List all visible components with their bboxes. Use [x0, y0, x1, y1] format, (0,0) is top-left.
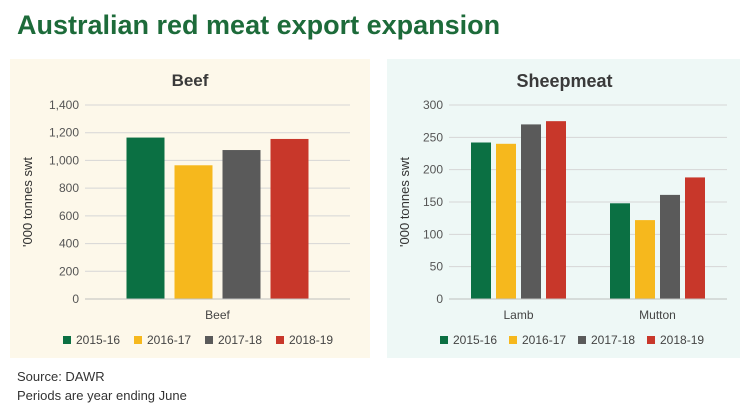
y-tick-label: 250 [423, 130, 443, 144]
legend-swatch-2016-17 [134, 336, 142, 344]
bar-lamb-2018-19 [546, 121, 566, 299]
sheepmeat-chart-title: Sheepmeat [516, 71, 613, 91]
legend-label-2018-19: 2018-19 [660, 333, 704, 347]
legend-swatch-2017-18 [578, 336, 586, 344]
legend-label-2015-16: 2015-16 [76, 333, 120, 347]
bar-mutton-2018-19 [685, 177, 705, 299]
legend-label-2017-18: 2017-18 [591, 333, 635, 347]
legend-label-2016-17: 2016-17 [147, 333, 191, 347]
source-text: Source: DAWR [17, 369, 105, 384]
legend-swatch-2016-17 [509, 336, 517, 344]
y-tick-label: 200 [59, 264, 79, 278]
y-tick-label: 1,000 [49, 153, 79, 167]
legend-label-2018-19: 2018-19 [289, 333, 333, 347]
beef-chart: 0 200 400 600 800 1,000 1,200 1,400 '000 tonnes … [20, 98, 350, 347]
legend-swatch-2017-18 [205, 336, 213, 344]
x-tick-label: Mutton [639, 308, 676, 322]
y-axis-title: '000 tonnes swt [20, 157, 35, 247]
y-tick-label: 800 [59, 181, 79, 195]
legend-swatch-2018-19 [276, 336, 284, 344]
bar-lamb-2016-17 [496, 143, 516, 299]
sheepmeat-chart: 0 50 100 150 200 250 300 '000 tonnes swt Lamb Mut… [397, 98, 727, 347]
y-axis-title: '000 tonnes swt [397, 157, 412, 247]
y-tick-label: 100 [423, 227, 443, 241]
bar-beef-2018-19 [270, 138, 309, 299]
beef-chart-title: Beef [171, 71, 209, 90]
y-tick-label: 0 [436, 292, 443, 306]
legend-swatch-2018-19 [647, 336, 655, 344]
bar-lamb-2015-16 [471, 142, 491, 299]
y-tick-label: 150 [423, 195, 443, 209]
y-tick-label: 0 [72, 292, 79, 306]
y-tick-label: 600 [59, 209, 79, 223]
bar-mutton-2015-16 [610, 203, 630, 299]
bar-lamb-2017-18 [521, 124, 541, 300]
sheepmeat-chart-panel: Sheepmeat 0 50 100 150 200 250 300 '000 tonnes … [387, 59, 740, 358]
bar-beef-2017-18 [222, 150, 261, 299]
y-tick-label: 1,200 [49, 126, 79, 140]
page-title: Australian red meat export expansion [17, 10, 501, 40]
beef-chart-panel: Beef 0 200 400 600 800 1,000 1,200 1,400 '000 to… [10, 59, 370, 358]
bar-beef-2016-17 [174, 165, 213, 299]
legend-label-2016-17: 2016-17 [522, 333, 566, 347]
bar-beef-2015-16 [126, 137, 165, 299]
bar-mutton-2016-17 [635, 220, 655, 299]
legend-swatch-2015-16 [63, 336, 71, 344]
x-tick-label: Lamb [503, 308, 533, 322]
legend-swatch-2015-16 [440, 336, 448, 344]
period-note: Periods are year ending June [17, 388, 187, 403]
bar-mutton-2017-18 [660, 194, 680, 299]
y-tick-label: 200 [423, 163, 443, 177]
footnote: Source: DAWR Periods are year ending Jun… [17, 367, 187, 405]
legend-label-2017-18: 2017-18 [218, 333, 262, 347]
legend-label-2015-16: 2015-16 [453, 333, 497, 347]
y-tick-label: 400 [59, 237, 79, 251]
y-tick-label: 1,400 [49, 98, 79, 112]
y-tick-label: 300 [423, 98, 443, 112]
x-tick-label: Beef [205, 308, 230, 322]
y-tick-label: 50 [430, 260, 444, 274]
